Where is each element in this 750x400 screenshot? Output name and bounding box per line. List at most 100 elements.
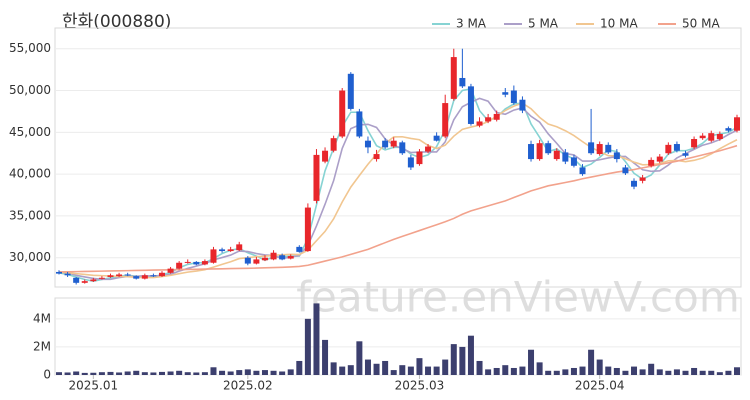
volume-bar	[485, 369, 492, 375]
volume-bar	[390, 370, 397, 375]
candle-body	[98, 277, 105, 279]
candle-body	[493, 113, 500, 120]
volume-bar	[304, 318, 311, 375]
volume-bar	[407, 366, 414, 375]
candle-body	[107, 275, 114, 277]
candle-body	[56, 271, 62, 274]
candle-body	[450, 57, 457, 99]
candle-body	[673, 144, 680, 151]
volume-bar	[313, 303, 320, 375]
candle-body	[236, 244, 243, 251]
volume-bar	[416, 358, 423, 375]
candle-body	[510, 90, 517, 104]
volume-bar	[665, 370, 672, 375]
volume-bar	[545, 370, 552, 375]
legend-label: 3 MA	[456, 17, 487, 31]
candle-body	[528, 144, 535, 160]
candle-body	[502, 92, 509, 95]
candle-body	[485, 117, 492, 122]
volume-bar	[330, 362, 337, 375]
candle-body	[150, 275, 157, 277]
volume-bar	[442, 359, 449, 375]
x-tick-label: 2025.02	[223, 379, 273, 393]
volume-bar	[648, 363, 655, 375]
volume-bar	[116, 372, 123, 375]
candle-body	[579, 167, 586, 175]
volume-bar	[570, 367, 577, 375]
candle-body	[519, 99, 526, 111]
candle-body	[399, 142, 406, 154]
volume-bar	[339, 366, 346, 375]
candle-body	[296, 246, 303, 252]
candle-body	[356, 111, 363, 137]
candle-body	[227, 249, 234, 252]
candle-body	[725, 128, 732, 131]
volume-bar	[553, 370, 560, 375]
x-tick-label: 2025.04	[575, 379, 625, 393]
candle-body	[691, 139, 698, 148]
candle-body	[90, 279, 97, 282]
volume-bar	[219, 370, 226, 375]
x-tick-label: 2025.03	[395, 379, 445, 393]
candle-body	[364, 140, 371, 148]
volume-bar	[64, 372, 71, 375]
candle-body	[699, 135, 706, 139]
legend-label: 50 MA	[682, 17, 720, 31]
candle-body	[553, 150, 560, 160]
ma-line	[58, 102, 738, 279]
volume-bar	[519, 366, 526, 375]
candle-body	[639, 177, 646, 181]
candle-body	[433, 135, 440, 141]
candle-body	[656, 156, 663, 162]
volume-bar	[373, 363, 380, 375]
volume-bar	[133, 370, 140, 375]
candle-body	[73, 277, 80, 283]
price-panel	[54, 27, 742, 288]
volume-bar	[184, 372, 191, 375]
candle-body	[141, 275, 148, 279]
candle-body	[734, 117, 740, 131]
candle-body	[158, 272, 165, 277]
candle-body	[244, 257, 251, 264]
volume-bar	[124, 371, 131, 375]
volume-bar	[356, 341, 363, 375]
candle-body	[219, 249, 226, 252]
candle-body	[193, 261, 200, 265]
volume-bar	[536, 362, 543, 375]
volume-tick-label: 4M	[33, 311, 51, 325]
candle-body	[459, 77, 466, 87]
candle-body	[716, 134, 723, 140]
candle-body	[210, 249, 217, 263]
ma-line	[58, 97, 738, 281]
candle-body	[407, 157, 414, 168]
volume-bar	[493, 367, 500, 375]
candle-body	[167, 268, 174, 273]
volume-bar	[682, 370, 689, 375]
volume-bar	[562, 369, 569, 375]
candle-body	[545, 143, 552, 154]
y-tick-label: 30,000	[9, 250, 51, 264]
volume-bar	[347, 365, 354, 375]
candle-body	[605, 144, 612, 153]
watermark: feature.enViewV.com	[296, 273, 739, 322]
candle-body	[270, 252, 277, 260]
y-tick-label: 35,000	[9, 208, 51, 222]
volume-bar	[708, 370, 715, 375]
volume-bar	[656, 369, 663, 375]
legend-label: 5 MA	[528, 17, 559, 31]
candle-body	[622, 167, 629, 174]
candle-body	[708, 133, 715, 141]
volume-bar	[210, 367, 217, 375]
volume-bar	[73, 371, 80, 375]
volume-bar	[253, 370, 260, 375]
y-tick-label: 45,000	[9, 125, 51, 139]
volume-bar	[90, 372, 97, 375]
volume-bar	[639, 369, 646, 375]
volume-bar	[201, 372, 208, 375]
volume-bar	[107, 371, 114, 375]
volume-bar	[244, 369, 251, 375]
candle-body	[631, 180, 638, 187]
volume-bar	[459, 346, 466, 375]
candle-body	[253, 259, 260, 264]
